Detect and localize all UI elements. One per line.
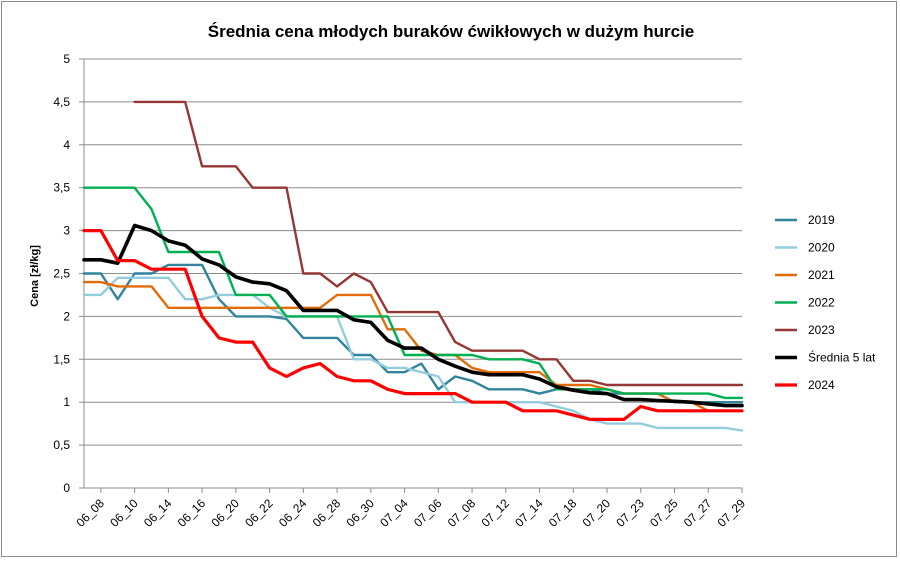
series-line: [133, 100, 744, 387]
x-tick-label: 06_08: [73, 496, 107, 530]
y-tick-label: 3,5: [53, 181, 70, 195]
x-tick-label: 07_08: [445, 496, 479, 530]
axes: 0 0,5 1 1,5 2 2,5 3 3,5 4 4,5 5 06_08 06_10 06_14 06_1…: [53, 52, 748, 530]
series-lines: [82, 100, 744, 432]
x-tick-label: 07_12: [478, 496, 512, 530]
y-tick-label: 2: [63, 309, 70, 323]
x-tick-label: 07_29: [715, 496, 749, 530]
x-tick-label: 07_06: [411, 496, 445, 530]
x-tick-label: 06_14: [141, 496, 175, 530]
x-tick-label: 06_22: [242, 496, 276, 530]
chart-title: Średnia cena młodych buraków ćwikłowych …: [208, 22, 695, 41]
y-tick-label: 5: [63, 52, 70, 66]
legend-label: 2021: [808, 268, 835, 282]
y-tick-label: 3: [63, 224, 70, 238]
legend: 2019 2020 2021 2022 2023 Średnia 5 lat 2024: [775, 213, 876, 392]
legend-label: Średnia 5 lat: [808, 350, 876, 365]
series-line: [82, 186, 744, 400]
y-tick-label: 1,5: [53, 352, 70, 366]
y-tick-label: 1: [63, 395, 70, 409]
series-line: [82, 263, 744, 404]
x-tick-label: 07_14: [512, 496, 546, 530]
y-tick-label: 4,5: [53, 95, 70, 109]
series-line: [82, 223, 744, 408]
y-tick-label: 4: [63, 138, 70, 152]
x-tick-label: 06_20: [208, 496, 242, 530]
legend-label: 2022: [808, 296, 835, 310]
x-tick-label: 07_27: [681, 496, 715, 530]
y-axis-label: Cena [zł/kg]: [29, 245, 41, 307]
x-tick-label: 07_23: [613, 496, 647, 530]
x-tick-label: 07_04: [377, 496, 411, 530]
x-tick-label: 06_24: [276, 496, 310, 530]
grid: [84, 58, 742, 489]
x-tick-label: 06_30: [343, 496, 377, 530]
x-tick-label: 07_20: [580, 496, 614, 530]
x-tick-label: 07_25: [647, 496, 681, 530]
legend-label: 2023: [808, 323, 835, 337]
x-tick-label: 06_16: [175, 496, 209, 530]
legend-label: 2019: [808, 213, 835, 227]
y-tick-label: 0,5: [53, 438, 70, 452]
legend-label: 2024: [808, 378, 835, 392]
series-line: [82, 229, 744, 421]
x-tick-label: 06_28: [310, 496, 344, 530]
x-tick-label: 06_10: [107, 496, 141, 530]
y-tick-label: 2,5: [53, 267, 70, 281]
x-tick-label: 07_18: [546, 496, 580, 530]
legend-label: 2020: [808, 241, 835, 255]
series-line: [82, 276, 744, 432]
y-tick-label: 0: [63, 481, 70, 495]
